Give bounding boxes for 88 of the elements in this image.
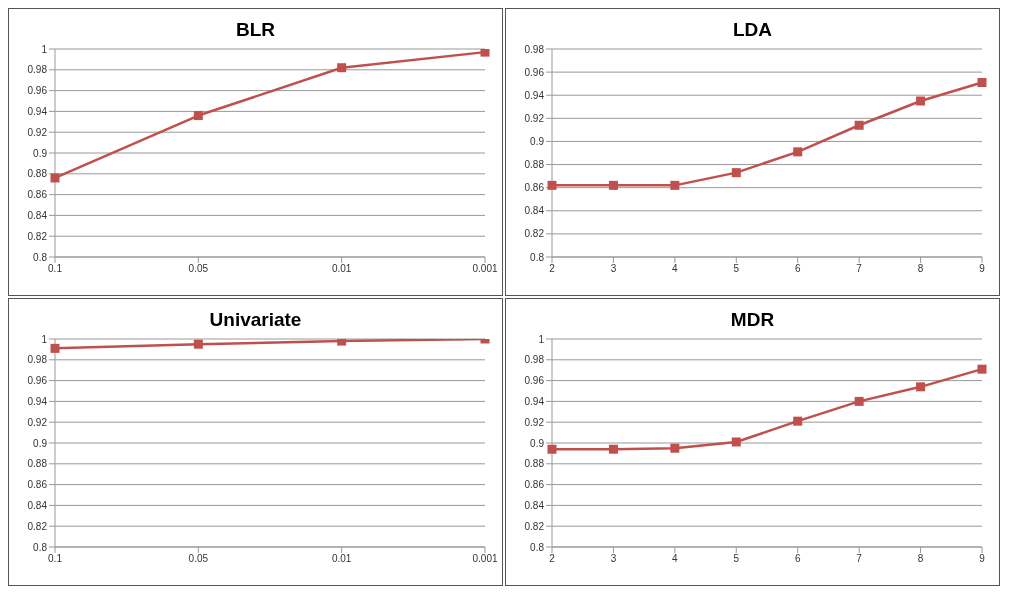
y-tick-label: 0.94 xyxy=(524,89,545,101)
chart-title: LDA xyxy=(731,19,774,42)
y-tick-label: 0.8 xyxy=(530,251,545,263)
x-tick-label: 7 xyxy=(856,553,863,565)
y-tick-label: 0.9 xyxy=(530,135,545,147)
y-tick-label: 0.88 xyxy=(524,458,545,470)
x-tick-label: 0.05 xyxy=(188,263,209,275)
y-tick-label: 0.86 xyxy=(27,189,48,201)
point xyxy=(731,437,741,447)
point xyxy=(670,443,680,453)
y-tick-label: 0.94 xyxy=(524,395,545,407)
y-tick-label: 1 xyxy=(41,333,48,345)
y-tick-label: 0.86 xyxy=(524,182,545,194)
x-tick-label: 9 xyxy=(979,263,986,275)
y-tick-label: 0.84 xyxy=(27,499,48,511)
y-tick-label: 0.9 xyxy=(530,437,545,449)
point xyxy=(193,111,203,121)
point xyxy=(977,364,987,374)
y-tick-label: 0.8 xyxy=(33,541,48,553)
y-tick-label: 0.96 xyxy=(27,85,48,97)
y-tick-label: 0.82 xyxy=(27,230,48,242)
chart-title: BLR xyxy=(234,19,277,42)
point xyxy=(608,444,618,454)
point xyxy=(854,396,864,406)
x-tick-label: 9 xyxy=(979,553,986,565)
y-tick-label: 0.86 xyxy=(524,479,545,491)
y-tick-label: 0.9 xyxy=(33,147,48,159)
x-tick-label: 0.01 xyxy=(331,553,352,565)
y-tick-label: 1 xyxy=(41,43,48,55)
point xyxy=(916,382,926,392)
y-tick-label: 0.96 xyxy=(524,375,545,387)
y-tick-label: 0.9 xyxy=(33,437,48,449)
y-tick-label: 0.88 xyxy=(27,168,48,180)
point xyxy=(977,78,987,88)
x-tick-label: 0.1 xyxy=(48,263,63,275)
point xyxy=(916,96,926,106)
point xyxy=(670,180,680,190)
chart-title: MDR xyxy=(729,309,776,332)
x-tick-label: 0.001 xyxy=(472,263,498,275)
point xyxy=(337,63,347,73)
y-tick-label: 0.88 xyxy=(524,159,545,171)
y-tick-label: 0.98 xyxy=(524,43,545,55)
y-tick-label: 0.86 xyxy=(27,479,48,491)
y-tick-label: 0.96 xyxy=(27,375,48,387)
chart-title: Univariate xyxy=(208,309,303,332)
x-tick-label: 6 xyxy=(794,263,801,275)
y-tick-label: 0.88 xyxy=(27,458,48,470)
y-tick-label: 0.82 xyxy=(27,520,48,532)
x-tick-label: 2 xyxy=(549,263,556,275)
x-tick-label: 4 xyxy=(672,553,679,565)
x-tick-label: 7 xyxy=(856,263,863,275)
point xyxy=(854,120,864,130)
x-tick-label: 3 xyxy=(610,553,617,565)
point xyxy=(480,49,490,57)
x-tick-label: 2 xyxy=(549,553,556,565)
y-tick-label: 0.94 xyxy=(27,395,48,407)
point xyxy=(793,147,803,157)
x-tick-label: 3 xyxy=(610,263,617,275)
x-tick-label: 5 xyxy=(733,263,740,275)
y-tick-label: 0.82 xyxy=(524,228,545,240)
y-tick-label: 0.84 xyxy=(524,499,545,511)
y-tick-label: 0.8 xyxy=(530,541,545,553)
y-tick-label: 0.92 xyxy=(524,112,545,124)
x-tick-label: 5 xyxy=(733,553,740,565)
x-tick-label: 8 xyxy=(917,263,924,275)
y-tick-label: 0.84 xyxy=(27,209,48,221)
x-tick-label: 0.1 xyxy=(48,553,63,565)
point xyxy=(608,180,618,190)
y-tick-label: 0.84 xyxy=(524,205,545,217)
x-tick-label: 6 xyxy=(794,553,801,565)
y-tick-label: 0.82 xyxy=(524,520,545,532)
y-tick-label: 0.94 xyxy=(27,105,48,117)
x-tick-label: 0.001 xyxy=(472,553,498,565)
point xyxy=(731,168,741,178)
y-tick-label: 0.8 xyxy=(33,251,48,263)
x-tick-label: 4 xyxy=(672,263,679,275)
y-tick-label: 1 xyxy=(538,333,545,345)
y-tick-label: 0.92 xyxy=(524,416,545,428)
y-tick-label: 0.96 xyxy=(524,66,545,78)
y-tick-label: 0.98 xyxy=(524,354,545,366)
point xyxy=(793,416,803,426)
x-tick-label: 0.01 xyxy=(331,263,352,275)
y-tick-label: 0.98 xyxy=(27,64,48,76)
y-tick-label: 0.92 xyxy=(27,416,48,428)
x-tick-label: 8 xyxy=(917,553,924,565)
y-tick-label: 0.98 xyxy=(27,354,48,366)
x-tick-label: 0.05 xyxy=(188,553,209,565)
y-tick-label: 0.92 xyxy=(27,126,48,138)
